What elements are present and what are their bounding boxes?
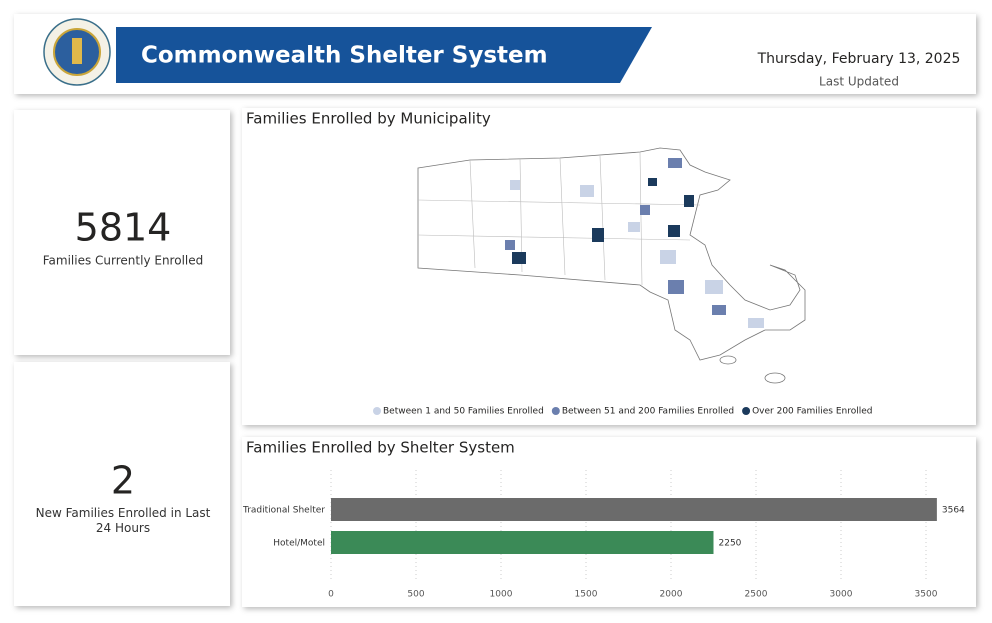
bar bbox=[331, 498, 937, 521]
map bbox=[417, 147, 806, 384]
kpi-label: Families Currently Enrolled bbox=[43, 254, 203, 268]
legend-label: Over 200 Families Enrolled bbox=[752, 407, 872, 417]
kpi-card bbox=[14, 110, 230, 355]
x-tick-label: 2500 bbox=[745, 590, 768, 600]
legend-label: Between 1 and 50 Families Enrolled bbox=[383, 407, 544, 417]
bar bbox=[331, 531, 714, 554]
x-tick-label: 3500 bbox=[915, 590, 938, 600]
map-legend: Between 1 and 50 Families Enrolled Betwee… bbox=[373, 407, 873, 417]
chart-card bbox=[242, 437, 976, 607]
x-tick-label: 0 bbox=[328, 590, 334, 600]
x-tick-label: 500 bbox=[407, 590, 424, 600]
chart-title: Families Enrolled by Shelter System bbox=[246, 439, 515, 457]
y-tick-label: Hotel/Motel bbox=[273, 539, 325, 549]
title-banner bbox=[116, 27, 652, 83]
x-tick-label: 1000 bbox=[490, 590, 513, 600]
page-title: Commonwealth Shelter System bbox=[141, 43, 548, 69]
kpi-label: New Families Enrolled in Last 24 Hours bbox=[35, 506, 211, 535]
legend-swatch bbox=[373, 407, 381, 415]
x-tick-label: 3000 bbox=[830, 590, 853, 600]
kpi-value: 2 bbox=[111, 459, 135, 503]
x-tick-label: 1500 bbox=[575, 590, 598, 600]
value-label: 2250 bbox=[719, 539, 742, 549]
kpi-value: 5814 bbox=[75, 206, 172, 250]
legend-label: Between 51 and 200 Families Enrolled bbox=[562, 407, 734, 417]
legend-swatch bbox=[742, 407, 751, 415]
x-tick-label: 2000 bbox=[660, 590, 683, 600]
update-caption: Last Updated bbox=[819, 75, 899, 89]
seal bbox=[43, 18, 111, 86]
y-tick-label: Traditional Shelter bbox=[242, 506, 325, 516]
update-date: Thursday, February 13, 2025 bbox=[757, 51, 961, 67]
value-label: 3564 bbox=[942, 506, 965, 516]
kpi-card bbox=[14, 362, 230, 606]
legend-swatch bbox=[551, 407, 560, 415]
map-title: Families Enrolled by Municipality bbox=[246, 110, 491, 128]
